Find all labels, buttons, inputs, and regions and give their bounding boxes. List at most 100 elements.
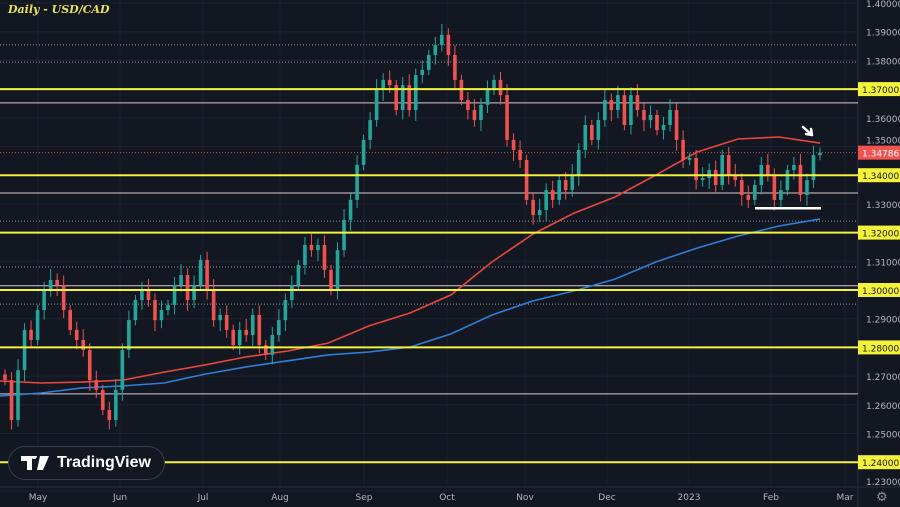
candle-body [348,199,353,220]
key-level-label-bg [858,168,900,183]
candle-body [205,259,209,290]
candle [766,153,770,182]
candle [446,28,451,66]
key-level-label-bg [858,340,900,355]
candle [433,36,438,65]
candle-body [22,329,27,371]
candle-body [466,100,470,111]
candle-body [668,110,672,125]
candle [570,164,575,197]
candle-body [498,79,503,96]
candle [244,318,249,342]
candle [440,23,444,52]
key-level-label: 1.37000 [862,86,899,96]
candle-body [485,89,490,105]
candle-body [133,300,138,321]
candle [811,145,816,189]
candle [694,149,698,190]
candle-body [361,139,366,165]
candle-body [127,320,131,350]
candle [224,305,229,338]
tradingview-logo[interactable]: TradingView [8,446,165,480]
candle [576,143,581,186]
candle-body [772,174,777,200]
candle-body [492,79,496,90]
price-tick-label: 1.26000 [866,402,900,412]
candle-body [603,100,607,121]
candle-body [687,157,692,160]
candle-body [114,389,118,421]
candle [420,60,425,84]
candle [127,310,131,359]
last-price-label-bg [858,145,900,160]
candle [629,87,633,135]
candle-body [524,159,529,200]
candle [596,112,601,150]
candle [753,179,757,206]
time-tick-label: Aug [271,493,289,503]
candle-body [29,329,33,340]
time-tick-label: Mar [837,493,854,503]
price-tick-label: 1.36000 [866,115,900,125]
candle [407,74,412,117]
candle-body [700,178,705,181]
key-level-label-bg [858,455,900,470]
candle [381,73,385,101]
candle-body [642,110,646,121]
candle-body [153,300,157,321]
candle [74,321,79,350]
candle-body [674,110,679,140]
candle-body [596,120,601,140]
time-tick-label: Jul [197,493,209,503]
key-level-label: 1.32000 [862,230,899,240]
candle [805,173,809,206]
candle [746,185,751,208]
candle-body [733,174,738,181]
candle-body [16,370,20,421]
candle [9,372,14,430]
candle-body [629,95,633,125]
candle [687,152,692,166]
candle [153,293,157,332]
candle [544,183,548,221]
candle [42,281,46,320]
candle-body [237,329,242,346]
candle [374,79,379,127]
candle [798,153,803,202]
candle-body [74,329,79,340]
candle-body [811,155,816,181]
candle [16,359,20,427]
candle [485,80,490,113]
candle [818,147,822,161]
time-tick-label: Nov [516,493,534,503]
candle-body [3,374,7,381]
candle [427,49,431,76]
candle-body [400,85,405,111]
candle [198,254,203,291]
candle [550,180,555,208]
key-level-label-bg [858,225,900,240]
candle-body [563,180,568,191]
candle [309,234,314,257]
candle [492,74,496,96]
candle [524,154,529,206]
candle-body [753,184,757,200]
candle-body [192,285,196,301]
candle [172,277,177,315]
candle-body [218,314,222,321]
time-tick-label: Dec [598,493,615,503]
candle-body [511,139,516,150]
candle-body [427,54,431,70]
candle [466,91,470,120]
time-tick-label: 2023 [678,493,701,503]
candle [348,193,353,231]
candle [48,269,53,297]
candle [648,105,653,129]
candle-body [726,155,731,175]
candle [583,115,588,158]
candle-body [87,349,92,381]
candle [655,109,659,136]
candle [140,281,144,310]
gear-icon[interactable]: ⚙ [876,490,888,505]
